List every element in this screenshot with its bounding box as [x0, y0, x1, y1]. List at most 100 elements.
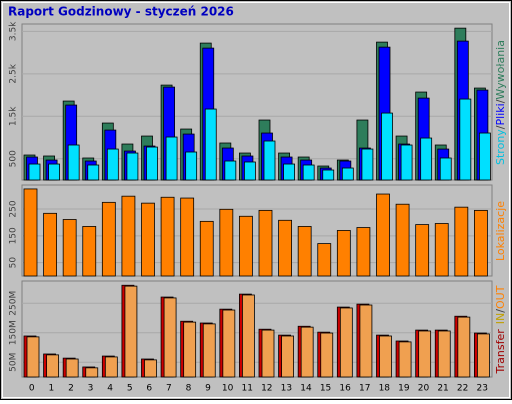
bar [183, 321, 197, 378]
x-tick-label: 13 [281, 384, 292, 394]
bar [261, 329, 275, 378]
bar [477, 333, 490, 378]
bar [121, 195, 136, 277]
bar [126, 152, 139, 181]
bar [420, 137, 433, 181]
x-tick-label: 0 [29, 384, 35, 394]
x-tick-label: 5 [127, 384, 133, 394]
bar [26, 336, 40, 378]
bar [376, 193, 390, 277]
bar [144, 359, 157, 378]
bar [82, 226, 97, 277]
bar [415, 224, 430, 277]
bar [146, 146, 158, 181]
legend-entry: IN [494, 313, 507, 324]
bar [106, 148, 119, 181]
bar [85, 367, 99, 378]
bar [283, 163, 295, 181]
bar [320, 332, 334, 378]
bar [339, 307, 353, 378]
bar [104, 356, 118, 378]
bar [356, 227, 371, 277]
x-tick-label: 11 [241, 384, 252, 394]
bar [263, 140, 276, 181]
x-tick-label: 9 [205, 384, 211, 394]
bar [222, 309, 236, 378]
bar [434, 223, 449, 277]
bar [160, 196, 175, 277]
y-tick-label: 1.5k [9, 106, 19, 126]
bar [67, 144, 80, 181]
bar [165, 136, 178, 181]
bar [202, 323, 216, 378]
inner-border [2, 2, 510, 398]
chart-title: Raport Godzinowy - styczeń 2026 [8, 5, 234, 19]
x-tick-label: 12 [261, 384, 272, 394]
x-tick-label: 2 [68, 384, 74, 394]
x-tick-label: 8 [186, 384, 192, 394]
x-tick-label: 3 [88, 384, 94, 394]
x-tick-label: 17 [359, 384, 370, 394]
y-tick-label: 50M [9, 353, 19, 372]
bar [361, 148, 374, 181]
legend-label: Transfer [494, 329, 507, 375]
bar [437, 330, 451, 378]
bar [336, 230, 351, 277]
plot-area [21, 184, 493, 277]
x-tick-label: 22 [457, 384, 468, 394]
bar [398, 341, 412, 378]
bar [381, 112, 393, 181]
bar [163, 297, 177, 378]
x-tick-label: 10 [222, 384, 234, 394]
legend-entry: OUT [494, 285, 507, 309]
bar [239, 215, 253, 277]
legend-separator: / [494, 125, 507, 129]
x-tick-label: 6 [146, 384, 152, 394]
legend-separator: / [494, 309, 507, 313]
bar [244, 161, 256, 181]
y-tick-label: 150M [9, 320, 19, 345]
x-tick-label: 21 [437, 384, 448, 394]
plot-area [21, 23, 493, 181]
bar [124, 285, 138, 378]
x-tick-label: 1 [49, 384, 55, 394]
x-tick-label: 19 [398, 384, 410, 394]
legend-entry: Pliki [494, 103, 507, 125]
y-tick-label: 3.5k [9, 21, 19, 41]
bar [62, 219, 77, 277]
x-tick-label: 23 [476, 384, 487, 394]
bar [185, 151, 198, 181]
y-tick-label: 250M [9, 291, 19, 316]
y-tick-label: 50 [9, 257, 19, 269]
bar [474, 209, 488, 277]
bar [87, 164, 100, 181]
bar [297, 226, 312, 277]
bar [48, 163, 60, 181]
bar [180, 197, 195, 277]
bar [302, 164, 315, 181]
bar [359, 304, 373, 378]
bar [317, 243, 332, 277]
legend: Transfer IN/OUT [494, 285, 507, 374]
legend-entry: Strony [494, 129, 507, 165]
x-tick-label: 16 [339, 384, 351, 394]
bar [258, 209, 273, 277]
x-tick-label: 14 [300, 384, 312, 394]
x-tick-label: 7 [166, 384, 172, 394]
bar [242, 294, 255, 378]
y-tick-label: 250 [9, 200, 19, 217]
bar [379, 335, 392, 378]
legend-entry: Wywołania [494, 40, 507, 100]
legend: Lokalizacje [494, 201, 507, 261]
bar [278, 219, 292, 277]
bar [281, 335, 294, 378]
bar [395, 203, 410, 277]
bar [439, 157, 452, 181]
bar [219, 208, 234, 277]
x-tick-label: 18 [379, 384, 391, 394]
bar [204, 108, 217, 181]
bar [322, 169, 335, 181]
legend-separator: / [494, 99, 507, 103]
bar [400, 144, 413, 181]
